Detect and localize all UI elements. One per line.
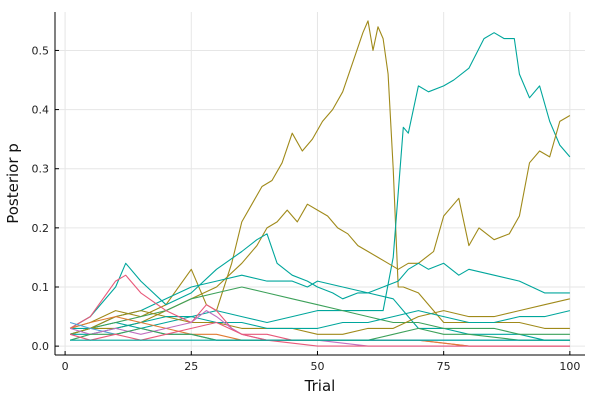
series-line	[69, 321, 570, 347]
x-tick-label: 100	[559, 360, 580, 373]
y-tick-label: 0.2	[32, 222, 50, 235]
y-axis-title: Posterior p	[4, 143, 22, 224]
series-line	[69, 286, 570, 335]
y-tick-label: 0.1	[32, 281, 50, 294]
series-lines	[69, 20, 571, 347]
series-line	[70, 32, 571, 329]
axes	[54, 12, 585, 356]
series-line	[69, 233, 570, 329]
tick-labels: 0 25 50 75 100 0.0 0.1 0.2 0.3 0.4 0.5	[32, 44, 581, 373]
y-tick-label: 0.4	[32, 104, 50, 117]
x-tick-label: 0	[62, 360, 69, 373]
series-line	[69, 115, 571, 335]
x-tick-label: 50	[310, 360, 324, 373]
y-tick-label: 0.0	[32, 340, 50, 353]
x-tick-label: 25	[184, 360, 198, 373]
x-tick-label: 75	[437, 360, 451, 373]
y-tick-label: 0.3	[32, 163, 50, 176]
series-line	[69, 274, 570, 341]
x-axis-title: Trial	[304, 377, 336, 395]
series-line	[69, 298, 571, 335]
series-line	[70, 310, 571, 335]
y-tick-label: 0.5	[32, 44, 50, 57]
grid-lines	[55, 12, 585, 355]
series-line	[69, 20, 570, 329]
